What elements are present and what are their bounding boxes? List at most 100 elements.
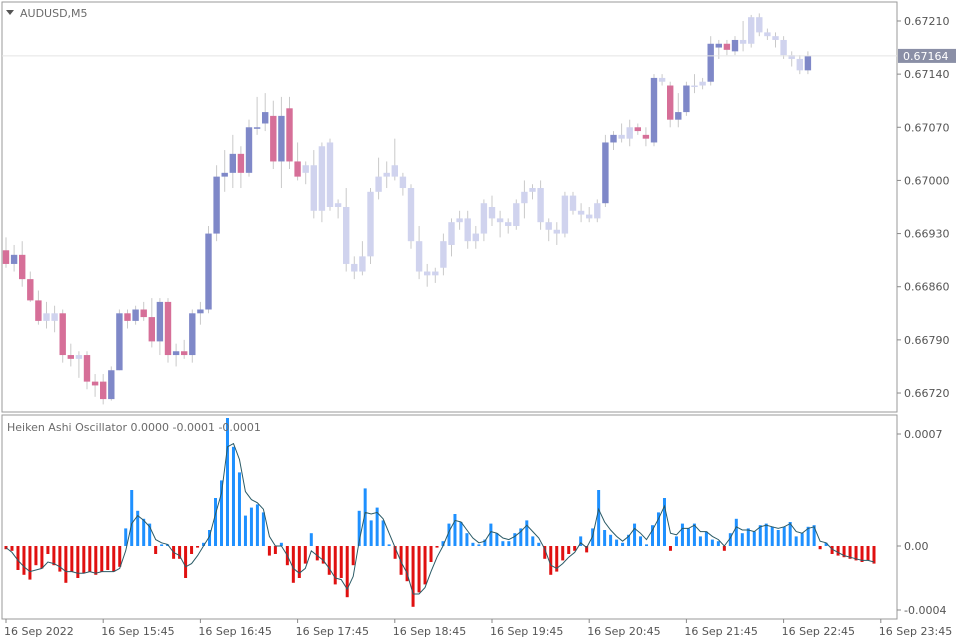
candle [391,138,398,181]
candle [334,199,342,219]
oscillator-bar [339,546,343,578]
oscillator-bar [231,446,235,546]
candle-body [108,370,115,400]
oscillator-bar [764,523,768,546]
symbol-label[interactable]: AUDUSD,M5 [20,7,88,20]
candle [124,309,131,329]
symbol-menu-triangle-icon[interactable] [6,10,14,15]
candle [35,290,42,325]
candle [480,199,488,242]
oscillator-bar [106,546,110,570]
candle [116,309,123,371]
candle-body [432,271,439,276]
candle-body [610,134,617,143]
candle [51,305,58,333]
candle [569,191,577,215]
candle [302,161,309,185]
oscillator-axis: 0.0007 0.00 -0.0004 [897,428,946,617]
candle-body [197,309,204,314]
candle-body [310,165,317,211]
oscillator-bar [423,546,427,585]
oscillator-bar [154,546,158,554]
oscillator-bar [327,546,331,575]
oscillator-bar [656,512,660,546]
candle [496,210,504,238]
candle [245,119,253,177]
oscillator-bar [471,542,475,546]
oscillator-bar [854,546,858,561]
candle-body [667,85,674,120]
candle [19,241,26,287]
oscillator-bar [704,531,708,546]
candle [529,184,536,200]
candle-body [391,165,398,177]
candle-body [545,222,552,230]
oscillator-bar [208,530,212,546]
time-tick-label: 16 Sep 20:45 [587,625,660,638]
candle [205,225,212,314]
oscillator-bar [692,523,696,546]
oscillator-bar [812,525,816,546]
oscillator-bar [381,520,385,546]
candle [667,81,674,128]
oscillator-signal-line [5,442,875,595]
candle-body [51,313,58,321]
candle-body [302,165,309,173]
candle-body [748,17,755,44]
candle-body [440,241,447,268]
candle-body [326,142,334,207]
candle [27,271,34,302]
oscillator-bar [752,531,756,546]
oscillator-bar [507,541,511,546]
oscillator-bar [237,472,241,546]
candle-body [586,214,593,219]
candle [602,134,609,207]
oscillator-bar [417,546,421,593]
oscillator-bar [196,546,200,548]
oscillator-bar [501,541,505,546]
oscillator-bar [16,546,20,570]
oscillator-bar [495,533,499,546]
candle [59,309,66,363]
candle [537,180,544,230]
candle-body [804,55,812,71]
oscillator-bar [662,498,666,546]
time-tick-label: 16 Sep 18:45 [393,625,466,638]
candle-body [577,210,585,215]
candle [181,339,188,359]
oscillator-bar [76,546,80,578]
candle [213,165,220,242]
candle-body [278,115,285,162]
candle [237,146,245,189]
oscillator-bar [10,546,14,551]
candle-body [343,207,350,264]
candle [262,93,269,132]
candle [472,225,479,249]
oscillator-bar [686,528,690,546]
candle-body [764,32,771,37]
candle [75,351,83,378]
oscillator-bar [459,522,463,546]
price-tick-label: 0.66720 [904,387,950,400]
candle-body [561,195,569,234]
price-tick-label: 0.66790 [904,334,950,347]
oscillator-tick-label: 0.00 [904,540,929,553]
oscillator-bar [261,512,265,546]
oscillator-bar [142,518,146,546]
oscillator-bar [369,520,373,546]
candle [780,36,787,59]
candle [221,150,228,192]
oscillator-bar [429,546,433,562]
oscillator-bar [387,544,391,546]
oscillator-bar [651,525,655,546]
candle [723,39,731,56]
oscillator-layer [4,418,876,607]
candle-body [456,218,463,223]
oscillator-bar [872,546,876,564]
candle-body [448,222,455,245]
candle-body [537,188,544,223]
candle [108,366,115,401]
oscillator-bar [489,523,493,546]
candle-body [253,127,261,129]
candle-body [213,176,220,234]
